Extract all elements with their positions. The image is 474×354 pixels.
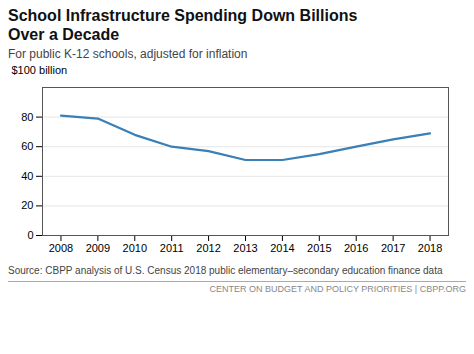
svg-text:0: 0 — [27, 229, 33, 241]
svg-text:2013: 2013 — [233, 243, 257, 255]
html-text:CENTER ON BUDGET AND POLICY PR: CENTER ON BUDGET AND POLICY PRIORITIES |… — [209, 283, 466, 294]
svg-text:2010: 2010 — [123, 243, 147, 255]
svg-text:$100 billion: $100 billion — [12, 65, 68, 77]
svg-text:2008: 2008 — [49, 243, 73, 255]
html-text:For public K-12 schools, adjus: For public K-12 schools, adjusted for in… — [8, 47, 248, 62]
svg-text:2018: 2018 — [418, 243, 442, 255]
svg-text:80: 80 — [21, 111, 33, 123]
svg-text:20: 20 — [21, 200, 33, 212]
html-text:Source: CBPP analysis of U.S.: Source: CBPP analysis of U.S. Census 201… — [8, 265, 443, 277]
svg-text:40: 40 — [21, 170, 33, 182]
svg-text:2015: 2015 — [307, 243, 331, 255]
svg-text:2014: 2014 — [270, 243, 294, 255]
svg-text:2012: 2012 — [196, 243, 220, 255]
svg-text:2009: 2009 — [86, 243, 110, 255]
svg-text:2016: 2016 — [344, 243, 368, 255]
svg-text:60: 60 — [21, 141, 33, 153]
svg-text:2011: 2011 — [160, 243, 184, 255]
svg-text:2017: 2017 — [381, 243, 405, 255]
html-text:School Infrastructure Spending: School Infrastructure Spending Down Bill… — [8, 7, 358, 44]
